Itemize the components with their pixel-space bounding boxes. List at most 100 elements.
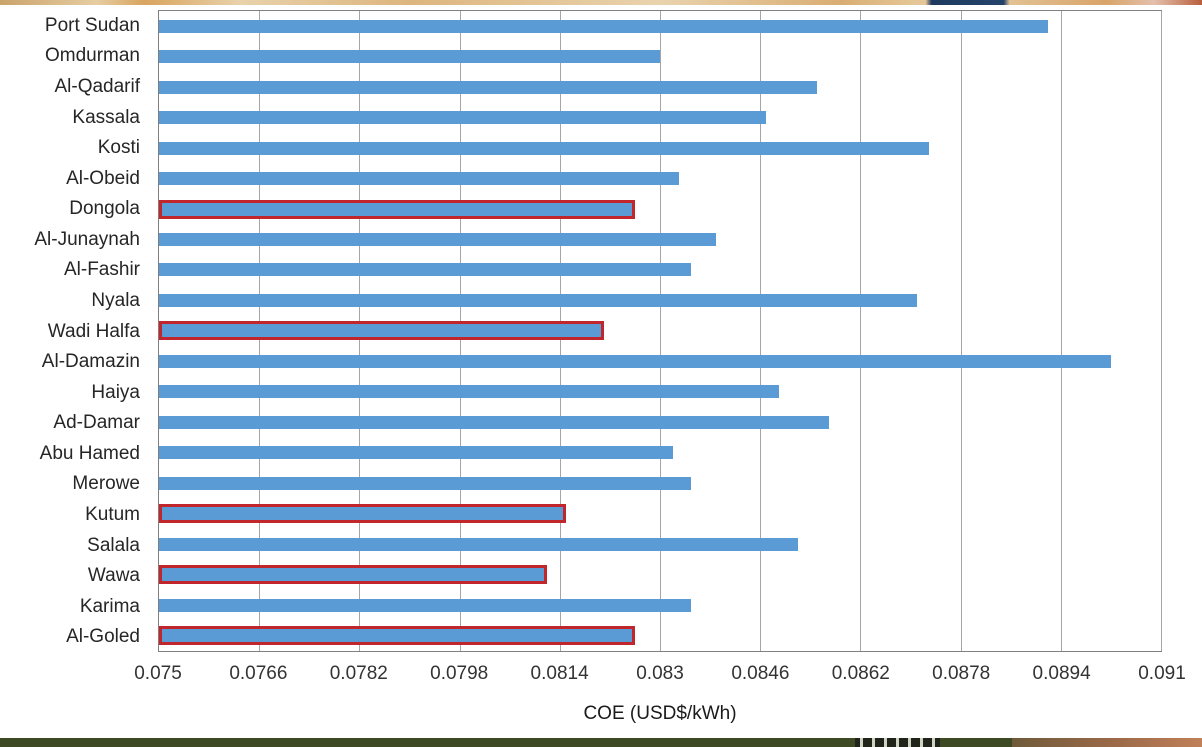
- bar-highlighted: [159, 504, 567, 524]
- bar-row: [159, 499, 1161, 529]
- category-label: Al-Junaynah: [34, 228, 140, 250]
- category-row: Al-Qadarif: [0, 71, 150, 102]
- category-row: Kutum: [0, 499, 150, 530]
- bar: [159, 598, 692, 612]
- background-bottom-right-patch: [1012, 738, 1202, 747]
- bar-row: [159, 316, 1161, 346]
- gridline: [760, 11, 762, 651]
- x-tick-label: 0.0814: [530, 663, 589, 684]
- bar-row: [159, 377, 1161, 407]
- x-tick-label: 0.0878: [932, 663, 991, 684]
- bar: [159, 111, 767, 125]
- bar-row: [159, 194, 1161, 224]
- category-row: Kosti: [0, 132, 150, 163]
- category-label: Haiya: [91, 381, 140, 403]
- category-label: Port Sudan: [44, 14, 140, 36]
- category-row: Kassala: [0, 102, 150, 133]
- bar-row: [159, 559, 1161, 589]
- bar-row: [159, 620, 1161, 650]
- category-row: Ad-Damar: [0, 408, 150, 439]
- bar: [159, 80, 817, 94]
- category-label: Al-Obeid: [66, 167, 140, 189]
- x-tick-label: 0.0798: [430, 663, 489, 684]
- category-label: Kosti: [97, 137, 140, 159]
- x-tick-label: 0.0846: [731, 663, 790, 684]
- bar-highlighted: [159, 626, 635, 646]
- category-label: Kassala: [72, 106, 140, 128]
- gridline: [660, 11, 661, 651]
- bar: [159, 50, 660, 64]
- background-bottom-strip: [0, 738, 1202, 747]
- category-axis: Port Sudan Omdurman Al-Qadarif Kassala Kosti…: [0, 10, 150, 652]
- category-row: Al-Goled: [0, 622, 150, 653]
- bar: [159, 141, 930, 155]
- x-tick-label: 0.0766: [229, 663, 288, 684]
- bar: [159, 263, 692, 277]
- bar-row: [159, 72, 1161, 102]
- bar: [159, 537, 798, 551]
- bar-row: [159, 41, 1161, 71]
- bar: [159, 233, 717, 247]
- bar-row: [159, 590, 1161, 620]
- category-label: Wawa: [87, 565, 140, 587]
- category-row: Merowe: [0, 469, 150, 500]
- category-row: Karima: [0, 591, 150, 622]
- bar-row: [159, 102, 1161, 132]
- category-row: Haiya: [0, 377, 150, 408]
- x-tick-label: 0.075: [134, 663, 182, 684]
- category-row: Omdurman: [0, 41, 150, 72]
- gridline: [960, 11, 962, 651]
- category-row: Al-Damazin: [0, 346, 150, 377]
- category-label: Karima: [79, 595, 140, 617]
- bar-highlighted: [159, 199, 635, 219]
- background-top-strip: [0, 0, 1202, 5]
- bar-row: [159, 438, 1161, 468]
- gridline: [1060, 11, 1062, 651]
- x-tick-label: 0.0862: [831, 663, 890, 684]
- bar: [159, 446, 673, 460]
- bar-row: [159, 133, 1161, 163]
- x-tick-label: 0.091: [1138, 663, 1186, 684]
- bar: [159, 19, 1049, 33]
- category-label: Ad-Damar: [53, 412, 140, 434]
- category-label: Abu Hamed: [39, 442, 140, 464]
- bar: [159, 172, 679, 186]
- category-label: Nyala: [91, 289, 140, 311]
- bar-row: [159, 255, 1161, 285]
- bar-row: [159, 529, 1161, 559]
- category-row: Wadi Halfa: [0, 316, 150, 347]
- x-axis-title: COE (USD$/kWh): [583, 703, 737, 724]
- category-label: Kutum: [85, 504, 140, 526]
- bar-row: [159, 468, 1161, 498]
- category-row: Wawa: [0, 560, 150, 591]
- category-label: Dongola: [69, 198, 140, 220]
- category-label: Al-Qadarif: [54, 75, 140, 97]
- bar: [159, 415, 830, 429]
- bar-row: [159, 346, 1161, 376]
- category-row: Al-Junaynah: [0, 224, 150, 255]
- category-row: Nyala: [0, 285, 150, 316]
- gridline: [1161, 11, 1162, 651]
- bar-row: [159, 224, 1161, 254]
- bar-highlighted: [159, 565, 548, 585]
- bar: [159, 476, 692, 490]
- bar-row: [159, 285, 1161, 315]
- category-row: Port Sudan: [0, 10, 150, 41]
- bar: [159, 293, 917, 307]
- bar: [159, 385, 779, 399]
- category-label: Salala: [87, 534, 140, 556]
- category-label: Al-Goled: [66, 626, 140, 648]
- bar: [159, 354, 1111, 368]
- category-label: Al-Fashir: [63, 259, 140, 281]
- background-building-patch: [855, 738, 940, 747]
- bar-row: [159, 163, 1161, 193]
- x-tick-label: 0.0782: [329, 663, 388, 684]
- category-row: Al-Obeid: [0, 163, 150, 194]
- category-row: Al-Fashir: [0, 255, 150, 286]
- x-tick-label: 0.0894: [1032, 663, 1091, 684]
- category-label: Merowe: [72, 473, 140, 495]
- x-axis-ticks: 0.075 0.0766 0.0782 0.0798 0.0814 0.083 0.0846…: [134, 663, 1186, 689]
- x-tick-label: 0.083: [636, 663, 684, 684]
- category-label: Al-Damazin: [41, 351, 140, 373]
